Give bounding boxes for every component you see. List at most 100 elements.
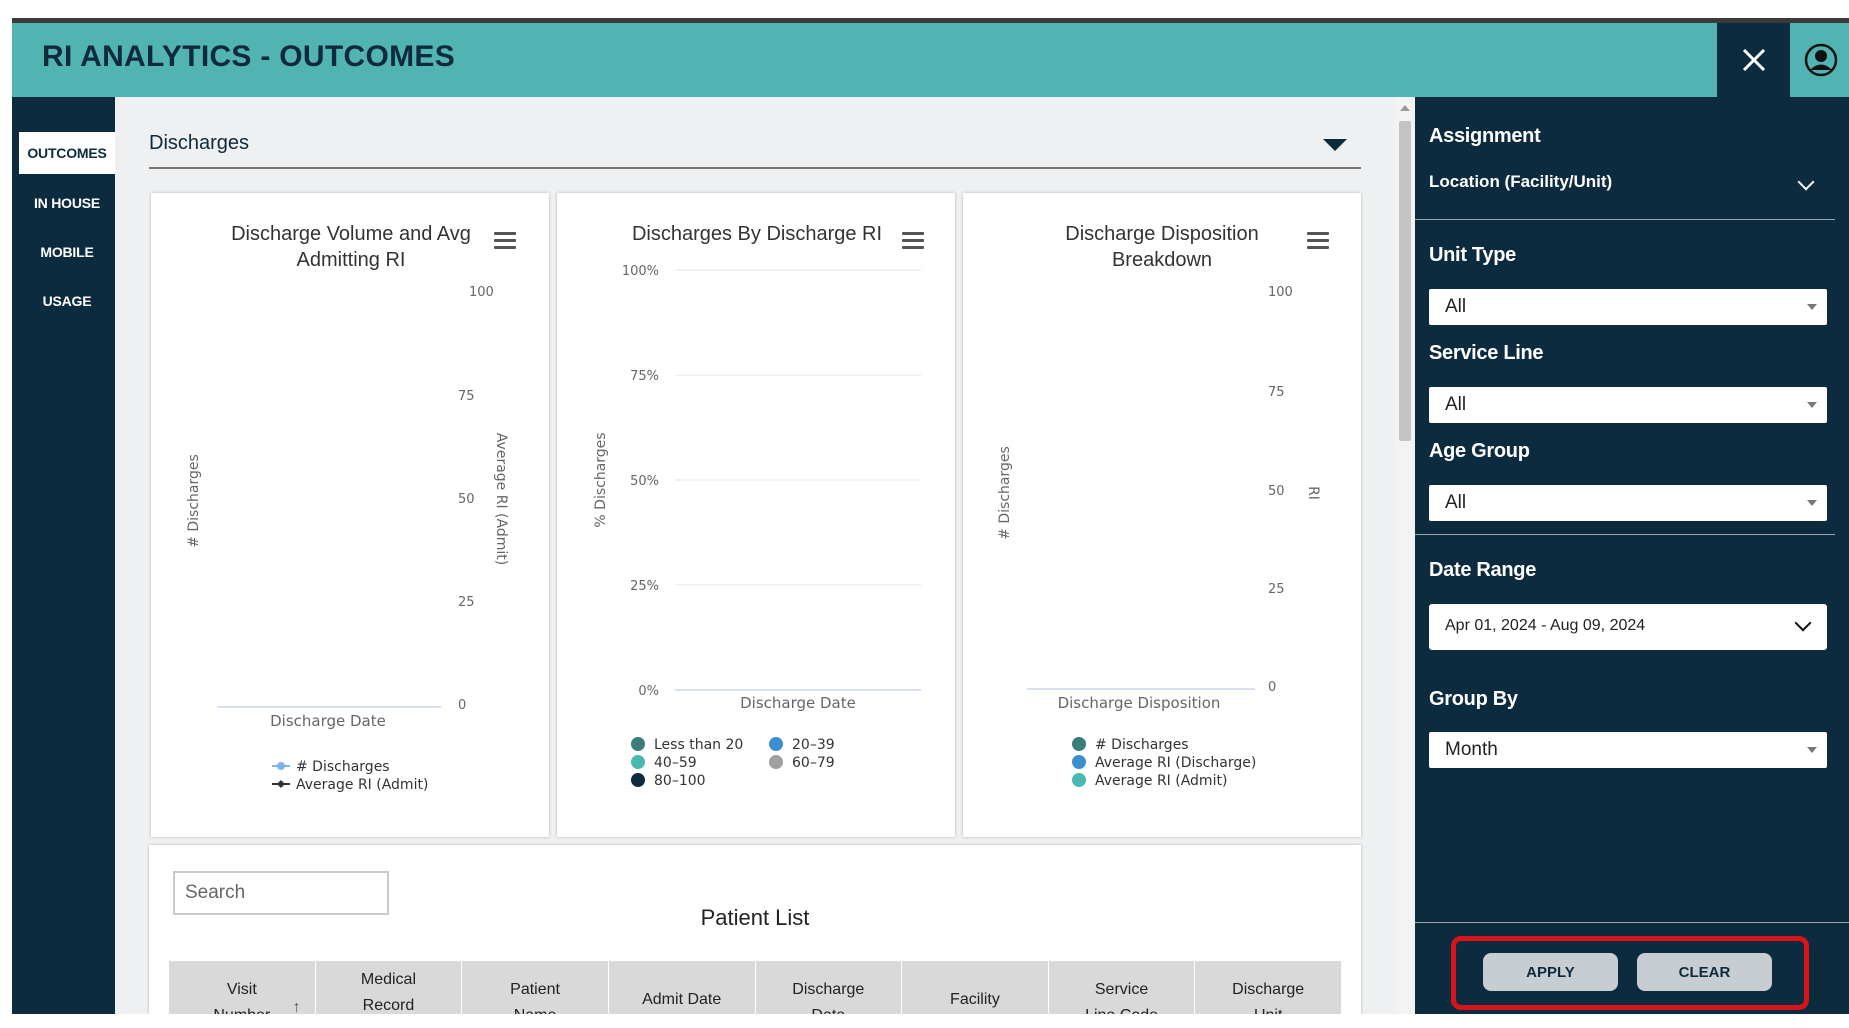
chart-title: Discharges By Discharge RI bbox=[632, 223, 882, 245]
x-axis-label: Discharge Date bbox=[740, 694, 856, 712]
column-label-line1: Discharge bbox=[1232, 981, 1305, 998]
legend-item-discharges[interactable]: # Discharges bbox=[296, 759, 390, 775]
column-header-patient-name[interactable]: Patient Name bbox=[462, 961, 609, 1014]
y2-tick-0: 0 bbox=[458, 698, 466, 713]
y-axis-label: # Discharges bbox=[186, 454, 202, 548]
left-navigation: OUTCOMES IN HOUSE MOBILE USAGE bbox=[12, 97, 115, 1014]
column-label-line2: Record bbox=[362, 997, 415, 1014]
column-label-line2: Number bbox=[169, 1003, 315, 1014]
column-label-line2: Unit bbox=[1195, 1003, 1341, 1014]
y-tick-50: 50% bbox=[630, 474, 659, 489]
y2-tick-25: 25 bbox=[458, 595, 475, 610]
caret-down-icon bbox=[1323, 139, 1347, 151]
assignment-label: Assignment bbox=[1429, 125, 1541, 147]
date-range-value: Apr 01, 2024 - Aug 09, 2024 bbox=[1445, 617, 1646, 634]
chevron-down-icon[interactable] bbox=[1797, 173, 1815, 191]
chart-title-line2: Breakdown bbox=[1112, 249, 1212, 271]
column-label-line2: Date bbox=[756, 1003, 902, 1014]
apply-button[interactable]: APPLY bbox=[1483, 953, 1618, 991]
column-header-discharge-date[interactable]: Discharge Date bbox=[756, 961, 903, 1014]
column-header-medical-record[interactable]: Medical Record bbox=[316, 961, 463, 1014]
column-label-line1 bbox=[902, 967, 1048, 987]
legend-marker-lt20 bbox=[631, 737, 645, 751]
y2-tick-75: 75 bbox=[1268, 385, 1285, 400]
group-by-value: Month bbox=[1445, 739, 1498, 760]
service-line-select[interactable]: All bbox=[1429, 387, 1827, 423]
app-title: RI ANALYTICS - OUTCOMES bbox=[42, 40, 456, 73]
filter-actions: APPLY CLEAR bbox=[1415, 922, 1849, 1014]
group-by-select[interactable]: Month bbox=[1429, 732, 1827, 768]
patient-list-panel: Patient List Visit Number ↑ Medical Reco… bbox=[149, 845, 1361, 1014]
divider bbox=[1415, 219, 1835, 220]
section-dropdown[interactable]: Discharges bbox=[149, 127, 1361, 169]
y2-axis-label: RI bbox=[1305, 486, 1321, 500]
column-header-facility[interactable]: Facility bbox=[902, 961, 1049, 1014]
chart-menu-icon[interactable] bbox=[902, 232, 924, 250]
legend-marker-avg-ri-admit bbox=[277, 780, 285, 788]
nav-item-in-house[interactable]: IN HOUSE bbox=[33, 195, 101, 211]
x-axis-label: Discharge Date bbox=[270, 712, 386, 730]
legend-item-80-100[interactable]: 80–100 bbox=[654, 773, 706, 789]
column-header-service-line-code[interactable]: Service Line Code bbox=[1049, 961, 1196, 1014]
column-label-line2: Name bbox=[462, 1003, 608, 1014]
legend-item-lt20[interactable]: Less than 20 bbox=[654, 737, 743, 753]
chart-card-discharges-by-ri: Discharges By Discharge RI 100% 75% 50% … bbox=[557, 193, 955, 837]
column-header-visit-number[interactable]: Visit Number ↑ bbox=[169, 961, 316, 1014]
clear-button[interactable]: CLEAR bbox=[1637, 953, 1772, 991]
age-group-select[interactable]: All bbox=[1429, 485, 1827, 521]
service-line-value: All bbox=[1445, 394, 1467, 415]
legend-marker-40-59 bbox=[631, 755, 645, 769]
divider bbox=[1415, 534, 1835, 535]
y2-tick-100: 100 bbox=[1268, 285, 1293, 300]
legend-item-20-39[interactable]: 20–39 bbox=[792, 737, 835, 753]
legend-item-avg-ri-discharge[interactable]: Average RI (Discharge) bbox=[1095, 755, 1256, 771]
y2-axis-label: Average RI (Admit) bbox=[493, 433, 509, 565]
dropdown-arrow-icon bbox=[1807, 304, 1817, 310]
app-header: RI ANALYTICS - OUTCOMES bbox=[12, 23, 1849, 97]
y2-tick-25: 25 bbox=[1268, 582, 1285, 597]
dropdown-arrow-icon bbox=[1807, 747, 1817, 753]
chart-title-line1: Discharge Volume and Avg bbox=[231, 223, 471, 245]
main-content: Discharges Discharge Volume and Avg Admi… bbox=[115, 97, 1395, 1014]
column-label-line2: Admit Date bbox=[642, 991, 722, 1008]
column-header-discharge-unit[interactable]: Discharge Unit bbox=[1195, 961, 1341, 1014]
column-label-line1: Discharge bbox=[792, 981, 865, 998]
location-dropdown-label[interactable]: Location (Facility/Unit) bbox=[1429, 172, 1613, 191]
legend-marker-80-100 bbox=[631, 773, 645, 787]
nav-item-outcomes[interactable]: OUTCOMES bbox=[19, 132, 115, 174]
chart-discharges-by-ri: Discharges By Discharge RI 100% 75% 50% … bbox=[593, 223, 921, 789]
y2-tick-100: 100 bbox=[469, 285, 494, 300]
y-tick-25: 25% bbox=[630, 579, 659, 594]
column-label-line2: Line Code bbox=[1049, 1003, 1195, 1014]
user-profile-button[interactable] bbox=[1792, 23, 1849, 97]
nav-item-usage[interactable]: USAGE bbox=[42, 293, 92, 309]
group-by-label: Group By bbox=[1429, 688, 1518, 710]
age-group-value: All bbox=[1445, 492, 1467, 513]
scrollbar-thumb[interactable] bbox=[1399, 121, 1411, 441]
legend-marker-avg-ri-admit bbox=[1072, 773, 1086, 787]
close-button[interactable] bbox=[1717, 23, 1790, 97]
filter-panel: Assignment Location (Facility/Unit) Unit… bbox=[1415, 97, 1849, 1014]
age-group-label: Age Group bbox=[1429, 440, 1530, 462]
chevron-down-icon bbox=[1794, 614, 1812, 632]
date-range-picker[interactable]: Apr 01, 2024 - Aug 09, 2024 bbox=[1429, 604, 1827, 650]
legend-item-60-79[interactable]: 60–79 bbox=[792, 755, 835, 771]
search-input[interactable] bbox=[173, 871, 389, 915]
legend-item-discharges[interactable]: # Discharges bbox=[1095, 737, 1189, 753]
nav-item-mobile[interactable]: MOBILE bbox=[40, 244, 94, 260]
legend-item-avg-ri-admit[interactable]: Average RI (Admit) bbox=[1095, 773, 1227, 789]
x-axis-label: Discharge Disposition bbox=[1058, 694, 1221, 712]
column-label-line1: Visit bbox=[226, 981, 257, 998]
legend-item-avg-ri-admit[interactable]: Average RI (Admit) bbox=[296, 777, 428, 793]
window-top-border bbox=[12, 18, 1849, 23]
column-header-admit-date[interactable]: Admit Date bbox=[609, 961, 756, 1014]
date-range-label: Date Range bbox=[1429, 559, 1537, 581]
chart-menu-icon[interactable] bbox=[494, 232, 516, 250]
column-label-line1 bbox=[609, 967, 755, 987]
scroll-up-arrow-icon[interactable] bbox=[1400, 105, 1410, 111]
chart-menu-icon[interactable] bbox=[1307, 232, 1329, 250]
sort-arrow-up-icon[interactable]: ↑ bbox=[292, 999, 301, 1014]
legend-item-40-59[interactable]: 40–59 bbox=[654, 755, 697, 771]
unit-type-select[interactable]: All bbox=[1429, 289, 1827, 325]
main-scrollbar[interactable] bbox=[1395, 97, 1415, 1014]
